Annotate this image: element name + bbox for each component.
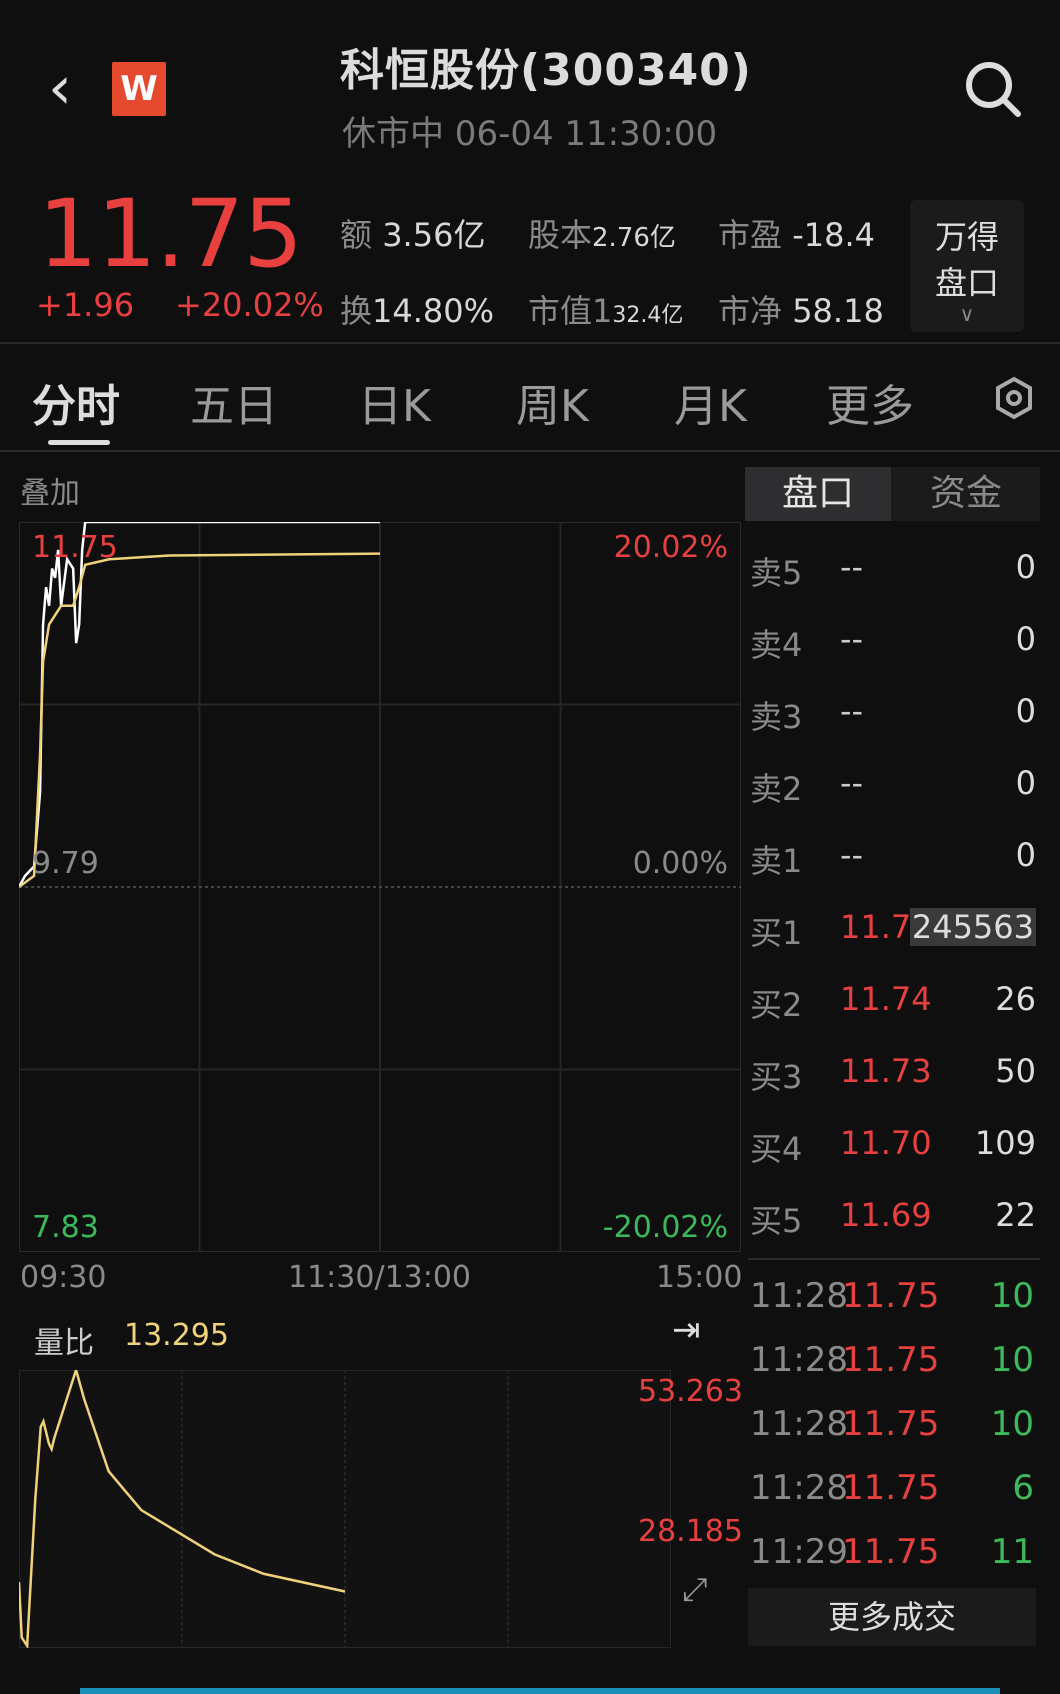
vol-y-label-mid: 28.185	[638, 1514, 743, 1549]
stat-pe: 市盈 -18.4	[718, 216, 875, 254]
overlay-button[interactable]: 叠加	[20, 476, 80, 511]
y-label-high-pct: 20.02%	[613, 530, 728, 565]
market-status: 休市中 06-04 11:30:00	[342, 114, 718, 154]
tab-more[interactable]: 更多	[826, 381, 914, 432]
orderbook-row: 卖5 -- 0	[750, 548, 1036, 592]
bottom-accent-bar	[80, 1688, 1000, 1694]
orderbook-row: 买3 11.73 50	[750, 1052, 1036, 1096]
orderbook-row: 卖2 -- 0	[750, 764, 1036, 808]
stat-turnover: 换14.80%	[340, 292, 495, 330]
orderbook-row: 买2 11.74 26	[750, 980, 1036, 1024]
orderbook-row: 卖1 -- 0	[750, 836, 1036, 880]
y-label-high: 11.75	[32, 530, 118, 565]
wind-orderbook-button[interactable]: 万得 盘口 ∨	[910, 200, 1024, 332]
price-line	[19, 522, 380, 888]
volume-ratio-value: 13.295	[124, 1318, 229, 1353]
tab-monthly-k[interactable]: 月K	[674, 381, 747, 432]
intraday-price-chart[interactable]	[19, 522, 741, 1252]
tab-5day[interactable]: 五日	[190, 381, 278, 432]
volume-ratio-label: 量比	[34, 1326, 94, 1361]
hexagon-gear-icon[interactable]	[994, 376, 1034, 420]
volume-ratio-chart[interactable]	[19, 1370, 671, 1648]
active-tab-indicator	[48, 440, 110, 445]
x-tick-midday: 11:30/13:00	[288, 1260, 472, 1295]
orderbook-row: 卖4 -- 0	[750, 620, 1036, 664]
tab-weekly-k[interactable]: 周K	[516, 381, 589, 432]
collapse-right-icon[interactable]: ⇥	[672, 1310, 701, 1350]
y-label-low-pct: -20.02%	[602, 1210, 728, 1245]
divider	[748, 1258, 1040, 1260]
search-icon[interactable]	[962, 58, 1024, 120]
price-change-pct: +20.02%	[175, 286, 324, 324]
stat-pb: 市净 58.18	[718, 292, 884, 330]
orderbook-row: 买5 11.69 22	[750, 1196, 1036, 1240]
vol-y-label-top: 53.263	[638, 1374, 743, 1409]
orderbook-row: 买1 11.75 245563	[750, 908, 1036, 952]
tab-orderbook[interactable]: 盘口	[745, 467, 891, 521]
last-price: 11.75	[38, 180, 303, 289]
chevron-down-icon: ∨	[959, 302, 975, 326]
stat-shares: 股本2.76亿	[528, 216, 676, 254]
back-button[interactable]: ‹	[48, 53, 72, 123]
tab-daily-k[interactable]: 日K	[358, 381, 431, 432]
volume-ratio-line	[19, 1370, 346, 1648]
stock-title: 科恒股份(300340)	[340, 45, 752, 96]
tab-intraday[interactable]: 分时	[32, 381, 120, 432]
orderbook-row: 买4 11.70 109	[750, 1124, 1036, 1168]
tab-capital[interactable]: 资金	[929, 473, 1002, 514]
y-label-zero-pct: 0.00%	[632, 846, 728, 881]
price-change: +1.96	[36, 286, 135, 324]
avg-price-line	[19, 552, 381, 889]
x-tick-open: 09:30	[20, 1260, 107, 1295]
divider	[0, 342, 1060, 344]
y-label-low: 7.83	[32, 1210, 99, 1245]
wind-logo: W	[112, 62, 166, 116]
stat-market-cap: 市值132.4亿	[528, 292, 684, 330]
expand-icon[interactable]: ⤢	[682, 1570, 708, 1608]
divider	[0, 450, 1060, 452]
more-trades-button[interactable]: 更多成交	[748, 1588, 1036, 1646]
stat-amount: 额 3.56亿	[340, 216, 486, 254]
y-label-prev-close: 9.79	[32, 846, 99, 881]
x-tick-close: 15:00	[656, 1260, 743, 1295]
orderbook-row: 卖3 -- 0	[750, 692, 1036, 736]
